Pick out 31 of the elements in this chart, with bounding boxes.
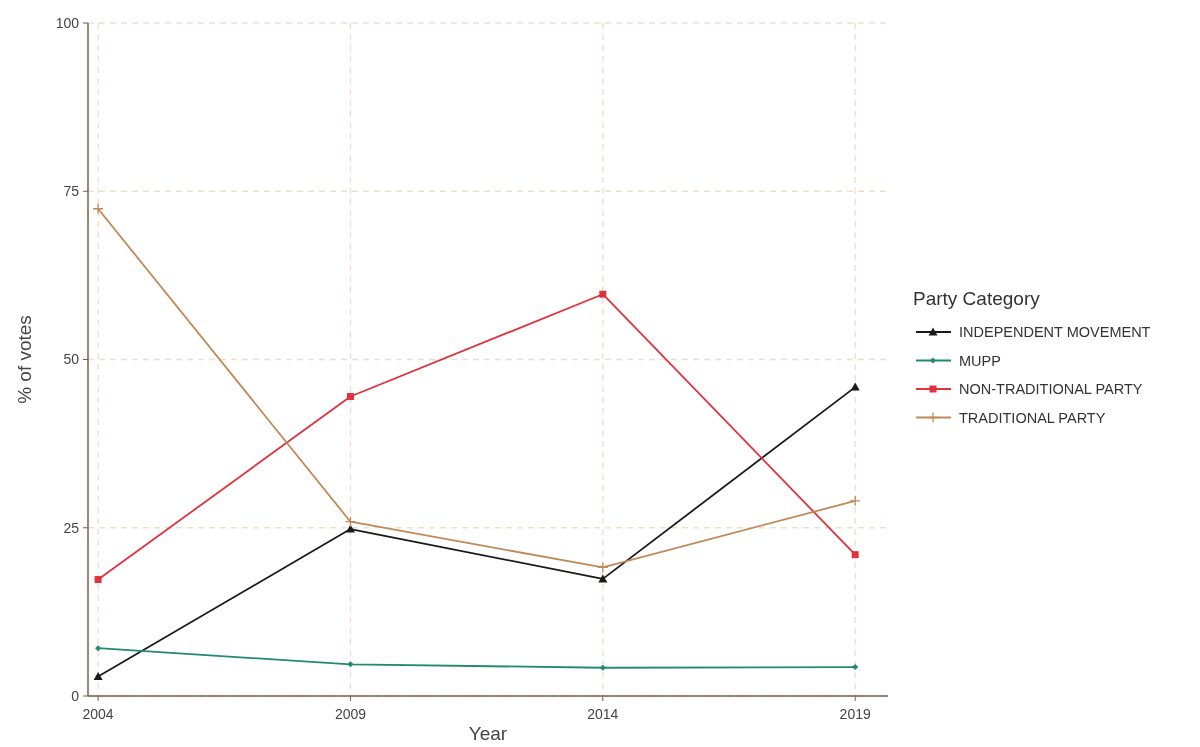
x-tick-label: 2004 (82, 706, 114, 722)
point (347, 661, 354, 668)
y-tick-label: 0 (71, 687, 80, 704)
legend-label: MUPP (959, 352, 1001, 369)
legend-label: TRADITIONAL PARTY (959, 409, 1106, 426)
y-tick-label: 100 (55, 14, 80, 31)
legend-label: NON-TRADITIONAL PARTY (959, 381, 1143, 398)
x-tick-label: 2014 (587, 706, 619, 722)
point (851, 551, 859, 559)
x-tick-label: 2019 (839, 706, 871, 722)
y-tick-label: 50 (63, 351, 80, 368)
y-tick-label: 75 (63, 183, 80, 200)
point (92, 203, 104, 215)
point (346, 393, 354, 401)
point (95, 645, 102, 652)
point (94, 576, 102, 584)
point (344, 516, 357, 528)
point (849, 495, 861, 507)
x-tick-label: 2009 (334, 706, 367, 722)
legend-title: Party Category (913, 288, 1041, 309)
y-tick-label: 25 (63, 519, 80, 536)
point (93, 671, 103, 680)
point (850, 382, 860, 391)
point (597, 561, 609, 574)
legend-label: INDEPENDENT MOVEMENT (959, 324, 1151, 341)
point (599, 664, 606, 671)
point (345, 524, 355, 533)
x-axis-title: Year (468, 723, 508, 744)
point (852, 664, 859, 671)
y-axis-title: % of votes (14, 315, 35, 404)
point (599, 290, 607, 298)
